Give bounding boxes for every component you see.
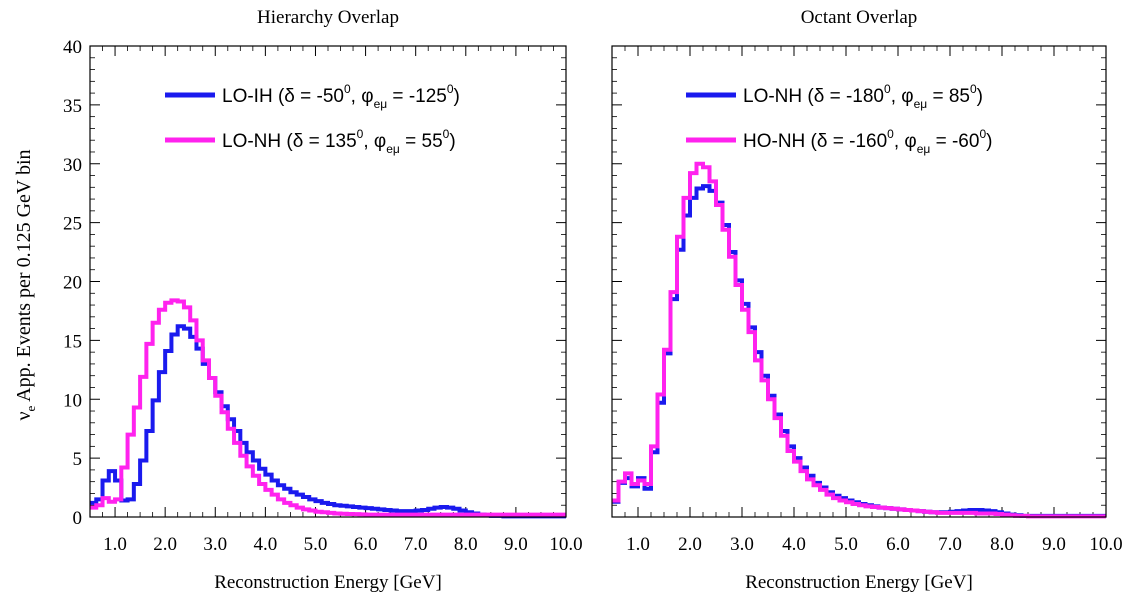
legend-label: LO-IH (δ = -500, φeμ = -1250) [222,82,460,111]
axis-ticks: 1.0 2.0 3.0 4.0 5.0 6.0 7.0 8.0 9.0 10.0 [611,45,1123,555]
legend-label: LO-NH (δ = -1800, φeμ = 850) [743,82,983,111]
y-tick-label: 35 [63,96,82,117]
y-tick-label: 5 [73,449,83,470]
x-tick-label: 1.0 [103,534,127,555]
series-layer [612,161,1106,519]
legend-label: LO-NH (δ = 1350, φeμ = 550) [222,127,456,156]
x-tick-label: 6.0 [886,534,910,555]
y-tick-label: 0 [73,508,83,529]
x-tick-label: 2.0 [153,534,177,555]
legend-label: HO-NH (δ = -1600, φeμ = -600) [743,127,992,156]
x-tick-label: 1.0 [626,534,650,555]
x-tick-label: 7.0 [938,534,962,555]
x-tick-label: 6.0 [354,534,378,555]
x-tick-label: 9.0 [504,534,528,555]
x-axis-label: Reconstruction Energy [GeV] [214,572,442,593]
panel-title: Octant Overlap [801,7,918,28]
x-tick-label: 10.0 [1089,534,1122,555]
octant-overlap-panel: Octant Overlap Reconstruction Energy [Ge… [611,7,1123,593]
legend: LO-IH (δ = -500, φeμ = -1250) LO-NH (δ =… [165,82,460,156]
y-tick-label: 25 [63,214,82,235]
y-tick-label: 30 [63,155,82,176]
x-tick-label: 4.0 [253,534,277,555]
legend-entry-lo-nh: LO-NH (δ = 1350, φeμ = 550) [165,127,456,156]
y-tick-label: 40 [63,37,82,58]
x-tick-label: 7.0 [404,534,428,555]
x-tick-label: 5.0 [304,534,328,555]
x-tick-label: 8.0 [990,534,1014,555]
legend-entry-lo-nh: LO-NH (δ = -1800, φeμ = 850) [686,82,983,111]
x-axis-label: Reconstruction Energy [GeV] [745,572,973,593]
legend-entry-lo-ih: LO-IH (δ = -500, φeμ = -1250) [165,82,460,111]
hierarchy-overlap-panel: Hierarchy Overlap Reconstruction Energy … [63,7,583,593]
plot-frame [89,45,567,518]
y-tick-label: 10 [63,390,82,411]
y-axis-label: νe App. Events per 0.125 GeV bin [13,149,38,420]
series-ho-nh-line [612,161,1106,519]
x-tick-label: 5.0 [834,534,858,555]
y-tick-label: 15 [63,331,82,352]
legend-entry-ho-nh: HO-NH (δ = -1600, φeμ = -600) [686,127,992,156]
series-lo-nh-line [612,184,1106,518]
series-lo-ih-line [90,324,566,519]
x-tick-label: 8.0 [454,534,478,555]
y-tick-label: 20 [63,273,82,294]
x-tick-label: 3.0 [730,534,754,555]
x-tick-label: 10.0 [549,534,582,555]
x-tick-label: 3.0 [203,534,227,555]
plot-frame [611,45,1107,518]
x-tick-label: 2.0 [678,534,702,555]
x-tick-label: 4.0 [782,534,806,555]
series-lo-nh-line [90,298,566,517]
x-tick-label: 9.0 [1042,534,1066,555]
series-layer [90,298,566,519]
panel-title: Hierarchy Overlap [257,7,399,28]
legend: LO-NH (δ = -1800, φeμ = 850) HO-NH (δ = … [686,82,992,156]
